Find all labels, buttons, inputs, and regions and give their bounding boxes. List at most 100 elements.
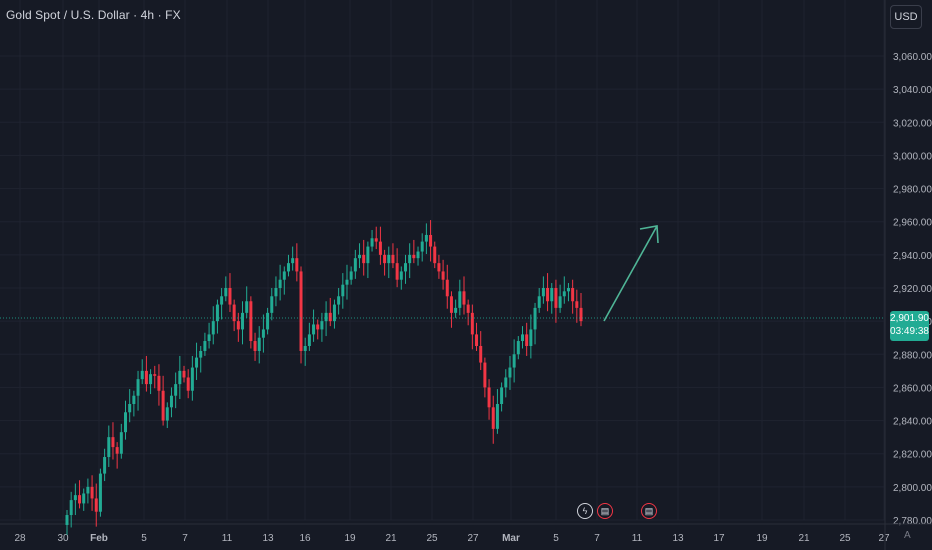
candle-body [182,370,186,378]
us-flag-icon[interactable]: ▤ [641,503,657,519]
candle-body [73,495,77,501]
trend-arrow-head [639,225,659,244]
candle-body [295,258,299,272]
candle-body [253,341,257,351]
x-tick-label: 21 [385,533,397,544]
us-flag-icon[interactable]: ▤ [597,503,613,519]
candle-body [575,301,579,308]
candle-body [153,374,157,376]
candle-body [132,395,136,404]
candle-body [324,312,328,322]
candle-body [337,296,341,305]
candle-body [437,263,441,272]
candle-body [424,234,428,242]
candle-body [190,367,194,391]
x-tick-label: 21 [798,533,810,544]
y-tick-label: 2,860.00 [893,383,932,394]
candle-body [358,254,362,259]
y-tick-label: 2,820.00 [893,450,932,461]
candle-body [399,271,403,280]
candle-body [429,234,433,247]
y-tick-label: 2,840.00 [893,417,932,428]
candle-body [487,387,491,408]
candle-body [207,334,211,342]
candle-body [65,515,69,525]
candle-body [408,254,412,264]
x-tick-label: 19 [344,533,356,544]
candle-body [90,486,94,499]
y-tick-label: 3,020.00 [893,118,932,129]
candle-body [504,377,508,388]
candle-body [119,432,123,454]
candle-body [257,337,261,351]
y-tick-label: 2,880.00 [893,350,932,361]
candle-body [165,407,169,421]
y-tick-label: 3,040.00 [893,85,932,96]
auto-scale-button[interactable]: A [904,530,911,541]
x-tick-label: 17 [713,533,725,544]
y-tick-label: 2,960.00 [893,218,932,229]
candle-body [286,263,290,272]
candle-body [454,307,458,313]
candle-body [441,271,445,280]
candle-body [362,254,366,264]
y-tick-label: 2,780.00 [893,516,932,527]
candle-body [449,296,453,313]
x-tick-label: 7 [182,533,188,544]
candle-body [366,246,370,264]
candle-body [307,334,311,346]
candle-body [128,404,132,413]
candle-body [433,246,437,264]
candle-body [508,367,512,378]
x-tick-label: 25 [839,533,851,544]
x-tick-label: 11 [222,533,233,544]
candle-body [520,334,524,342]
candle-body [111,437,115,448]
x-tick-label: 28 [14,533,26,544]
x-tick-label: Feb [90,533,108,544]
candle-body [579,307,583,322]
candle-body [144,370,148,385]
candle-body [416,251,420,259]
x-tick-label: 11 [632,533,643,544]
candle-body [537,296,541,308]
bar-countdown: 03:49:38 [890,326,929,337]
candle-body [403,263,407,272]
candle-body [82,493,86,504]
candle-body [483,362,487,388]
y-tick-label: 3,060.00 [893,52,932,63]
candle-body [395,263,399,280]
candle-body [78,495,82,504]
candle-body [475,334,479,346]
candle-body [320,321,324,330]
candle-body [261,329,265,338]
candle-body [345,279,349,285]
candle-body [174,384,178,396]
x-tick-label: 25 [426,533,438,544]
candle-body [525,334,529,346]
candle-body [316,324,320,330]
candle-body [566,288,570,292]
y-tick-label: 3,000.00 [893,151,932,162]
flash-icon[interactable]: ϟ [577,503,593,519]
candle-body [124,412,128,433]
candle-body [232,304,236,322]
candle-body [220,296,224,305]
last-price-value: 2,901.90 [890,313,929,324]
y-tick-label: 2,920.00 [893,284,932,295]
x-tick-label: 5 [553,533,559,544]
x-tick-label: 5 [141,533,147,544]
candle-body [186,377,190,391]
chart-title: Gold Spot / U.S. Dollar · 4h · FX [6,8,181,22]
candle-body [103,457,107,474]
candle-body [550,288,554,302]
candle-body [149,374,153,385]
candle-body [562,291,566,297]
candle-body [224,288,228,297]
candle-body [178,370,182,385]
candle-body [479,346,483,363]
x-tick-label: 13 [262,533,274,544]
currency-button[interactable]: USD [890,5,922,29]
candle-body [303,346,307,351]
